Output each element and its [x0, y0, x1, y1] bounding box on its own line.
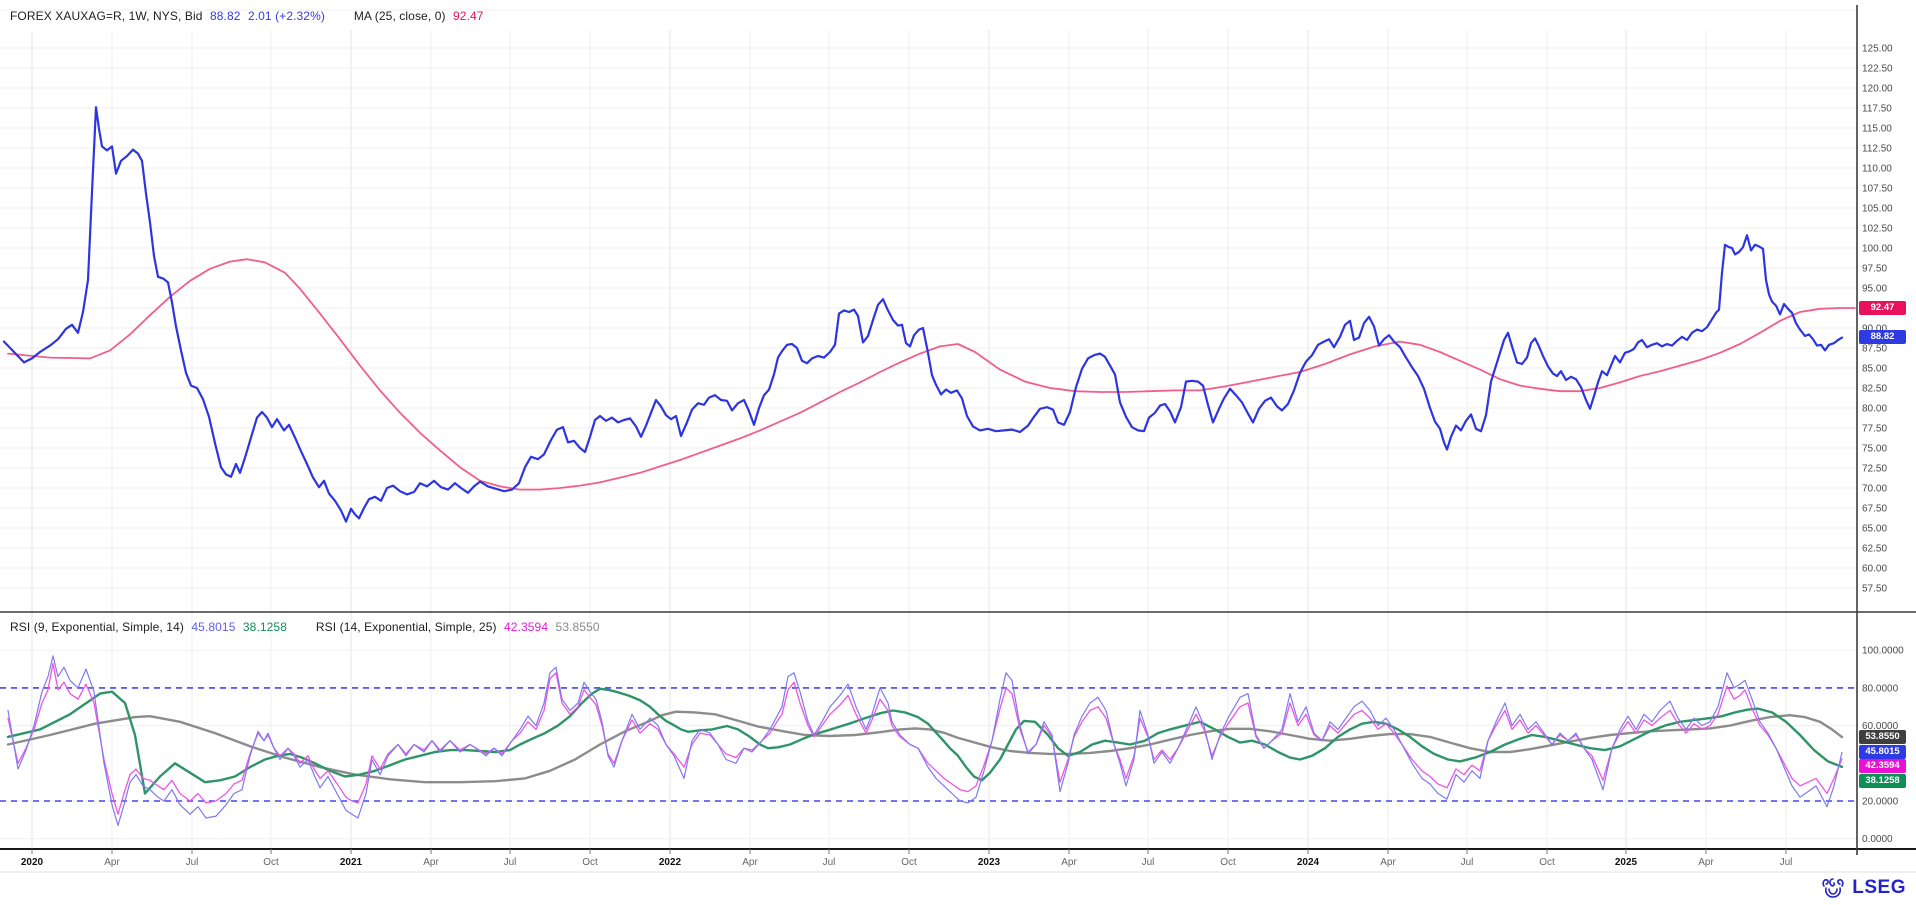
date-axis-label: Oct	[1539, 857, 1555, 868]
price-axis-label: 72.50	[1862, 464, 1887, 475]
date-axis-label: 2020	[21, 857, 44, 868]
price-axis-label: 117.50	[1862, 104, 1892, 115]
rsi-green-badge: 38.1258	[1859, 773, 1906, 788]
lseg-crest-icon	[1822, 878, 1844, 898]
price-axis-label: 85.00	[1862, 364, 1887, 375]
price-axis-label: 120.00	[1862, 84, 1893, 95]
date-axis-label: Oct	[263, 857, 279, 868]
symbol-label: FOREX XAUXAG=R, 1W, NYS, Bid	[10, 9, 203, 23]
rsi-series-rsi-14-exponential-	[7, 662, 1843, 815]
price-change-value: 2.01 (+2.32%)	[247, 9, 325, 23]
ma-value: 92.47	[453, 9, 484, 23]
rsi-slow-value: 42.3594	[504, 620, 549, 634]
price-axis-label: 112.50	[1862, 144, 1892, 155]
date-axis-label: Jul	[504, 857, 517, 868]
last-price-value: 88.82	[209, 9, 241, 23]
rsi-axis-label: 100.0000	[1862, 646, 1904, 657]
date-axis-label: 2021	[340, 857, 363, 868]
rsi-fast-value: 45.8015	[191, 620, 236, 634]
date-axis-label: Jul	[823, 857, 836, 868]
rsi-axis-label: 80.0000	[1862, 683, 1899, 694]
rsi-fast-label: RSI (9, Exponential, Simple, 14)	[10, 620, 184, 634]
rsi-series-rsi-25-signal	[6, 710, 1844, 784]
price-axis-label: 122.50	[1862, 64, 1893, 75]
price-axis-label: 82.50	[1862, 384, 1887, 395]
date-axis-label: Apr	[104, 857, 120, 868]
price-axis-label: 62.50	[1862, 544, 1887, 555]
date-axis-label: Oct	[1220, 857, 1236, 868]
price-axis-label: 105.00	[1862, 204, 1893, 215]
price-axis-label: 100.00	[1862, 244, 1893, 255]
price-axis-label: 95.00	[1862, 284, 1887, 295]
rsi-fast-signal-value: 38.1258	[242, 620, 287, 634]
rsi-gray-badge: 53.8550	[1859, 730, 1906, 745]
price-axis-label: 65.00	[1862, 524, 1887, 535]
rsi-legend[interactable]: RSI (9, Exponential, Simple, 14) 45.8015…	[10, 620, 604, 634]
lseg-logo-text: LSEG	[1852, 877, 1906, 898]
rsi-series-rsi-9-signal-simple-14-	[6, 687, 1844, 795]
price-axis-label: 97.50	[1862, 264, 1887, 275]
price-series-bid	[2, 106, 1844, 523]
price-axis-label: 67.50	[1862, 504, 1887, 515]
price-axis-label: 110.00	[1862, 164, 1892, 175]
date-axis-label: 2023	[978, 857, 1001, 868]
price-axis-label: 70.00	[1862, 484, 1887, 495]
rsi-series-rsi-9-exponential-	[7, 655, 1843, 827]
date-axis-label: Apr	[1380, 857, 1396, 868]
lseg-logo[interactable]: LSEG	[1820, 876, 1906, 900]
rsi-axis-label: 20.0000	[1862, 797, 1899, 808]
date-axis-label: 2024	[1297, 857, 1320, 868]
last-price-badge: 88.82	[1859, 330, 1906, 345]
price-axis-label: 90.00	[1862, 324, 1887, 335]
date-axis-label: 2025	[1615, 857, 1638, 868]
price-axis-label: 107.50	[1862, 184, 1893, 195]
date-axis-label: Apr	[1698, 857, 1714, 868]
date-axis-label: Jul	[1142, 857, 1155, 868]
price-axis-label: 77.50	[1862, 424, 1887, 435]
date-axis-label: Jul	[186, 857, 199, 868]
price-axis-label: 125.00	[1862, 44, 1893, 55]
main-chart-legend[interactable]: FOREX XAUXAG=R, 1W, NYS, Bid 88.82 2.01 …	[10, 9, 488, 23]
ma-price-badge: 92.47	[1859, 301, 1906, 316]
price-series-ma-25-close-0-	[7, 258, 1856, 491]
rsi-axis-label: 60.0000	[1862, 721, 1899, 732]
price-axis-label: 115.00	[1862, 124, 1892, 135]
date-axis-label: Apr	[1061, 857, 1077, 868]
price-axis-label: 75.00	[1862, 444, 1887, 455]
date-axis-label: Apr	[742, 857, 758, 868]
ma-label: MA (25, close, 0)	[353, 9, 446, 23]
date-axis-label: 2022	[659, 857, 682, 868]
rsi-axis-label: 0.0000	[1862, 834, 1893, 845]
date-axis-label: Jul	[1461, 857, 1474, 868]
date-axis-label: Oct	[901, 857, 917, 868]
date-axis-label: Oct	[582, 857, 598, 868]
price-axis-label: 57.50	[1862, 584, 1887, 595]
date-axis-label: Jul	[1780, 857, 1793, 868]
rsi-slow-label: RSI (14, Exponential, Simple, 25)	[315, 620, 497, 634]
price-axis-label: 87.50	[1862, 344, 1887, 355]
price-axis-label: 80.00	[1862, 404, 1887, 415]
price-axis-label: 60.00	[1862, 564, 1887, 575]
rsi-magenta-badge: 42.3594	[1859, 759, 1906, 774]
date-axis-label: Apr	[423, 857, 439, 868]
rsi-slow-signal-value: 53.8550	[555, 620, 600, 634]
rsi-blue-badge: 45.8015	[1859, 744, 1906, 759]
price-axis-label: 102.50	[1862, 224, 1893, 235]
